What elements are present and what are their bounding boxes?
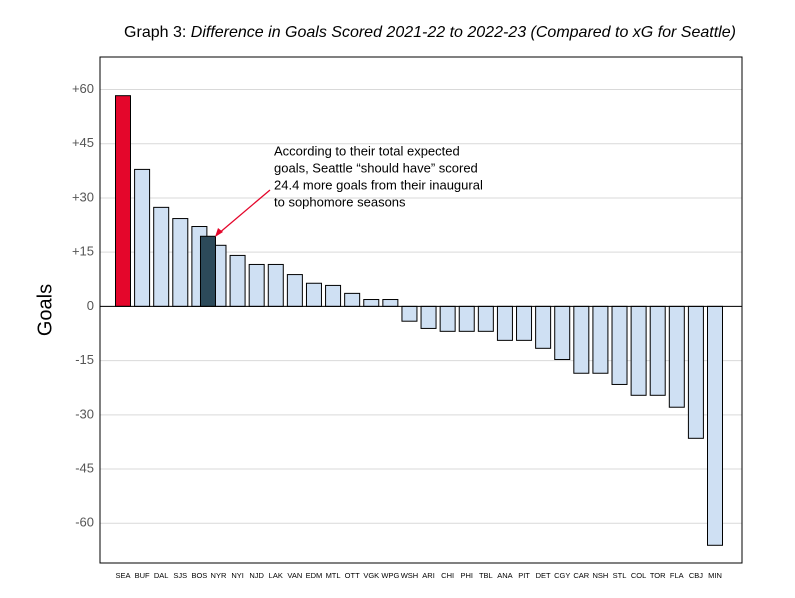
annotation-text: goals, Seattle “should have” scored [274,160,478,175]
x-tick-label: FLA [670,571,684,580]
bar [707,305,723,546]
x-tick-label: MTL [326,571,341,580]
x-tick-label: MIN [708,571,722,580]
bar [649,305,666,396]
x-tick-label: WSH [401,571,419,580]
y-tick-label: 0 [87,298,94,313]
x-tick-label: NSH [592,571,608,580]
y-axis-label: Goals [34,284,56,336]
bar [344,292,361,307]
x-tick-label: VGK [363,571,379,580]
x-tick-label: CHI [441,571,454,580]
y-tick-label: +30 [72,189,94,204]
y-tick-label: -15 [75,352,94,367]
bar [363,299,380,307]
x-tick-label: LAK [269,571,283,580]
x-tick-label: SEA [115,571,130,580]
x-tick-label: PIT [518,571,530,580]
bar [382,299,399,307]
y-tick-label: -45 [75,460,94,475]
y-tick-label: +60 [72,81,94,96]
bar [496,305,513,341]
annotation-text: to sophomore seasons [274,194,406,209]
bar [420,305,437,329]
bar [325,284,342,307]
bar [199,235,216,307]
bar [286,274,303,307]
x-tick-label: BUF [135,571,150,580]
bar [592,305,609,374]
x-tick-label: TOR [650,571,666,580]
x-tick-label: STL [613,571,627,580]
bar [668,305,685,408]
bar [477,305,494,332]
bar [439,305,456,332]
bar [229,254,246,307]
bar [153,206,170,307]
title-prefix: Graph 3: [124,24,186,41]
x-tick-label: ANA [497,571,512,580]
bar [248,263,265,307]
bar [401,305,418,322]
x-tick-label: SJS [173,571,187,580]
arrow-head [215,228,223,237]
x-tick-label: EDM [306,571,323,580]
x-tick-label: CAR [573,571,589,580]
chart-title: Graph 3: Difference in Goals Scored 2021… [124,24,736,41]
y-tick-label: -60 [75,515,94,530]
x-tick-label: NYR [211,571,227,580]
bar [267,263,284,307]
x-tick-label: NYI [231,571,244,580]
bar [573,305,590,374]
x-tick-label: NJD [249,571,264,580]
x-tick-label: CBJ [689,571,703,580]
x-tick-label: DET [536,571,551,580]
x-tick-label: ARI [422,571,435,580]
bar [535,305,552,349]
bar [458,305,475,332]
bar [516,305,533,341]
x-tick-label: BOS [191,571,207,580]
x-tick-label: COL [631,571,646,580]
x-tick-label: VAN [287,571,302,580]
annotation-text: According to their total expected [274,143,460,158]
annotation-text: 24.4 more goals from their inaugural [274,177,483,192]
bar [554,305,571,361]
x-tick-label: PHI [460,571,473,580]
bar [687,305,704,439]
bar [305,282,322,307]
x-tick-label: OTT [345,571,360,580]
title-italic: Difference in Goals Scored 2021-22 to 20… [191,24,736,41]
y-tick-label: +15 [72,244,94,259]
bar [115,95,131,307]
bar [611,305,628,385]
plot-border [99,56,743,564]
y-tick-label: -30 [75,406,94,421]
x-tick-label: CGY [554,571,570,580]
bar [630,305,647,396]
annotation-arrow [217,189,271,235]
y-tick-label: +45 [72,135,94,150]
x-tick-label: DAL [154,571,169,580]
bar [172,218,189,307]
bar [134,168,151,307]
x-tick-label: WPG [381,571,399,580]
x-tick-label: TBL [479,571,493,580]
